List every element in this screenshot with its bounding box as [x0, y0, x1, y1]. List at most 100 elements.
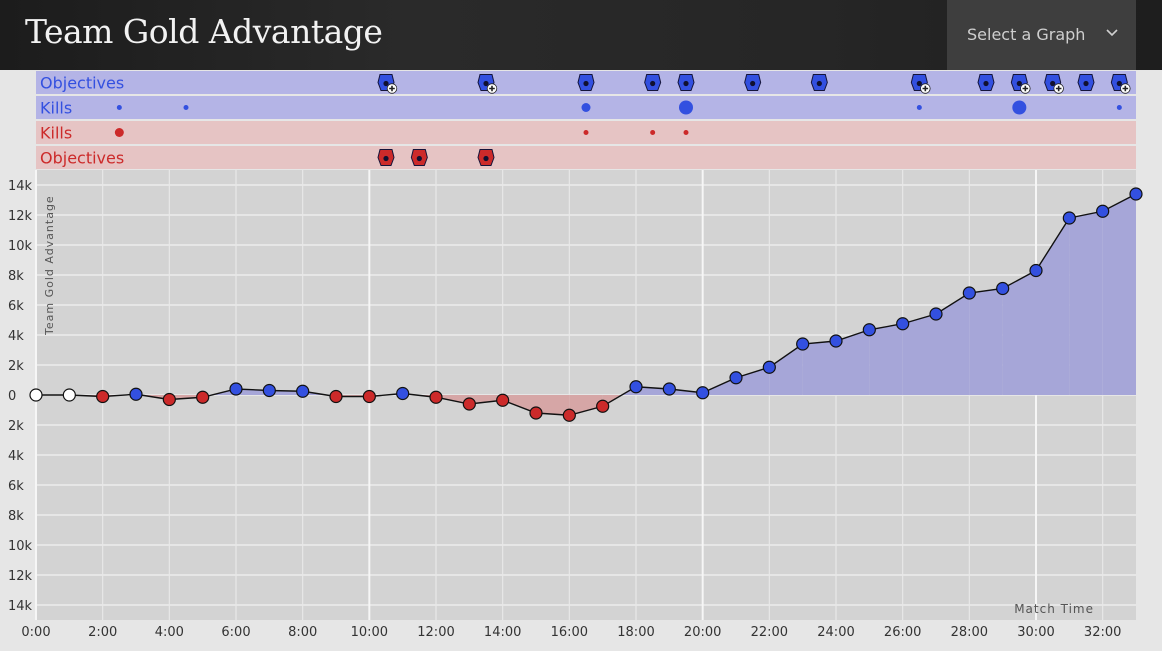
- data-point[interactable]: [529, 406, 543, 420]
- objective-detail: [983, 80, 989, 87]
- data-point[interactable]: [429, 390, 443, 404]
- data-point[interactable]: [662, 382, 676, 396]
- graph-select-dropdown[interactable]: Select a Graph: [947, 0, 1136, 70]
- blue-advantage-area: [902, 314, 936, 395]
- x-tick-label: 28:00: [951, 625, 988, 640]
- plus-icon: [389, 85, 395, 92]
- data-point[interactable]: [296, 384, 310, 398]
- objective-detail: [650, 80, 656, 87]
- data-point[interactable]: [596, 399, 610, 413]
- data-point[interactable]: [696, 386, 710, 400]
- data-point[interactable]: [496, 393, 510, 407]
- data-points: [29, 187, 1143, 422]
- tower-icon: [410, 149, 428, 166]
- data-point[interactable]: [129, 387, 143, 401]
- data-point[interactable]: [796, 337, 810, 351]
- area-fills: [69, 194, 1136, 416]
- objective-detail: [483, 155, 489, 162]
- data-point[interactable]: [862, 323, 876, 337]
- objective-detail: [383, 155, 389, 162]
- y-tick-label: 10k: [8, 239, 33, 254]
- kill-marker: [581, 103, 591, 112]
- blue-advantage-area: [1102, 194, 1136, 395]
- gold-advantage-chart: Objectives Kills Kills Objectives 14k 12k 10k 8…: [8, 71, 1143, 640]
- blue-advantage-area: [769, 344, 803, 395]
- data-point[interactable]: [329, 389, 343, 404]
- data-point[interactable]: [262, 383, 276, 398]
- x-tick-label: 2:00: [88, 625, 117, 640]
- y-tick-label: 6k: [8, 479, 24, 494]
- event-track-label: Kills: [40, 124, 72, 143]
- data-point[interactable]: [996, 281, 1010, 296]
- objective-detail: [383, 80, 389, 87]
- x-tick-label: 32:00: [1084, 625, 1121, 640]
- x-axis-title: Match Time: [1014, 602, 1094, 616]
- red-advantage-area: [502, 395, 536, 413]
- data-point[interactable]: [1096, 204, 1110, 218]
- data-point[interactable]: [62, 388, 76, 402]
- data-point[interactable]: [196, 390, 210, 404]
- elder-dragon-icon: [377, 74, 398, 94]
- data-point[interactable]: [829, 334, 843, 348]
- data-point[interactable]: [162, 392, 176, 407]
- event-track-label: Kills: [40, 99, 72, 118]
- page-header: Team Gold Advantage Select a Graph: [0, 0, 1162, 70]
- data-point[interactable]: [1062, 211, 1076, 225]
- dragon-soul-icon: [1044, 74, 1064, 94]
- x-tick-label: 24:00: [817, 625, 854, 640]
- data-point[interactable]: [962, 286, 976, 300]
- data-point[interactable]: [362, 389, 376, 404]
- data-point[interactable]: [562, 408, 576, 422]
- inhibitor-icon: [1010, 74, 1031, 94]
- data-point[interactable]: [896, 317, 910, 331]
- kill-marker: [116, 105, 122, 110]
- data-point[interactable]: [1029, 263, 1043, 278]
- y-tick-label: 6k: [8, 299, 24, 314]
- kill-marker: [650, 130, 656, 135]
- y-axis-title: Team Gold Advantage: [43, 195, 56, 336]
- data-point[interactable]: [462, 397, 476, 411]
- data-point[interactable]: [96, 389, 110, 404]
- objective-detail: [483, 80, 489, 87]
- x-tick-label: 6:00: [221, 625, 250, 640]
- red-advantage-area: [569, 395, 603, 416]
- x-tick-label: 4:00: [155, 625, 184, 640]
- objective-detail: [416, 155, 422, 162]
- x-tick-label: 18:00: [617, 625, 654, 640]
- data-point[interactable]: [1129, 187, 1143, 201]
- x-tick-label: 0:00: [21, 625, 50, 640]
- y-tick-label: 14k: [8, 179, 33, 194]
- data-point[interactable]: [29, 388, 43, 402]
- plus-icon: [1055, 85, 1062, 92]
- event-track-blue-kills: Kills: [36, 96, 1136, 119]
- tower-icon: [810, 74, 828, 91]
- plus-icon: [489, 85, 495, 92]
- tower-icon: [477, 149, 495, 166]
- blue-advantage-area: [836, 329, 870, 395]
- objective-detail: [583, 80, 589, 87]
- data-point[interactable]: [229, 382, 243, 396]
- blue-advantage-area: [1069, 211, 1103, 395]
- objective-detail: [1016, 80, 1022, 87]
- data-point[interactable]: [629, 380, 643, 394]
- plus-icon: [1022, 85, 1029, 92]
- event-track-band: [36, 146, 1136, 169]
- kill-marker: [683, 130, 689, 135]
- data-point[interactable]: [762, 360, 776, 374]
- x-tick-label: 16:00: [551, 625, 588, 640]
- event-track-blue-objectives: Objectives: [36, 71, 1136, 94]
- data-point[interactable]: [929, 307, 943, 321]
- x-tick-label: 26:00: [884, 625, 921, 640]
- objective-detail: [1116, 80, 1122, 87]
- objective-detail: [816, 80, 822, 87]
- red-advantage-area: [536, 395, 570, 416]
- data-point[interactable]: [396, 386, 410, 401]
- y-tick-label: 4k: [8, 329, 24, 344]
- gold-advantage-line: [36, 193, 1137, 416]
- ocean-dragon-icon: [677, 74, 695, 91]
- objective-detail: [750, 80, 756, 87]
- data-point[interactable]: [729, 371, 743, 385]
- plus-icon: [1122, 85, 1129, 92]
- tower-icon: [977, 74, 995, 91]
- red-advantage-area: [469, 395, 503, 404]
